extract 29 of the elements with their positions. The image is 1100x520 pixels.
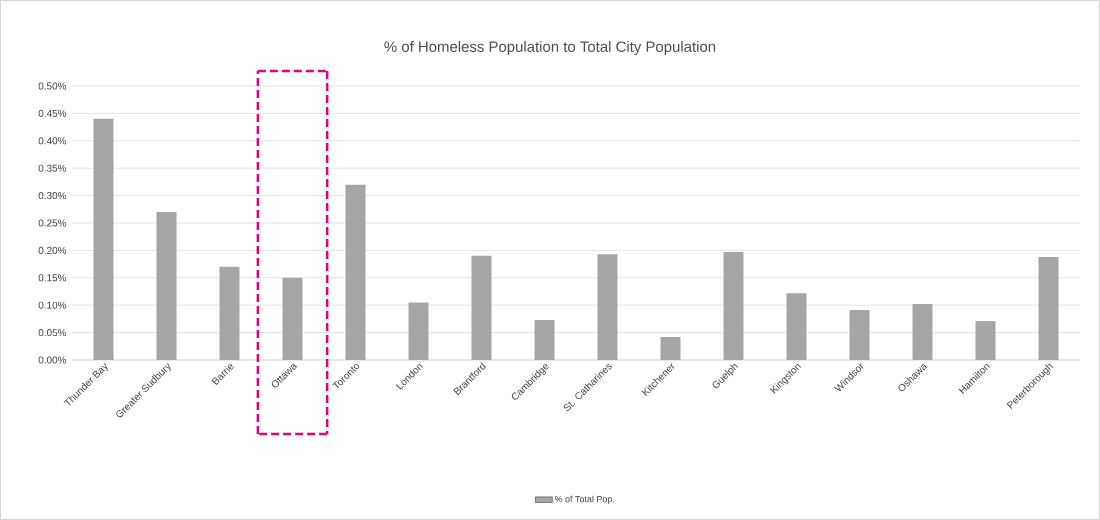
bar	[849, 310, 870, 360]
bar	[660, 336, 681, 360]
y-tick-label: 0.30%	[38, 192, 67, 200]
bar	[471, 255, 492, 360]
y-tick-label: 0.05%	[38, 329, 67, 337]
y-tick-label: 0.45%	[38, 109, 67, 117]
bar	[912, 304, 933, 360]
bar	[282, 277, 303, 360]
bar	[156, 212, 177, 360]
bar	[597, 254, 618, 360]
y-tick-label: 0.20%	[38, 246, 67, 254]
bar	[345, 184, 366, 360]
bar	[219, 266, 240, 360]
y-tick-label: 0.35%	[38, 164, 67, 172]
bar	[786, 293, 807, 360]
y-tick-label: 0.10%	[38, 301, 67, 309]
bar	[1038, 256, 1059, 360]
legend-label: % of Total Pop.	[554, 495, 615, 505]
y-tick-label: 0.40%	[38, 137, 67, 145]
bar	[975, 321, 996, 360]
bar	[408, 302, 429, 360]
y-tick-label: 0.25%	[38, 219, 67, 227]
bar	[93, 118, 114, 360]
chart-title: % of Homeless Population to Total City Population	[384, 41, 716, 55]
bar	[723, 252, 744, 360]
y-tick-label: 0.00%	[38, 356, 67, 364]
bar	[534, 319, 555, 360]
y-tick-label: 0.50%	[38, 82, 67, 90]
y-tick-label: 0.15%	[38, 274, 67, 282]
